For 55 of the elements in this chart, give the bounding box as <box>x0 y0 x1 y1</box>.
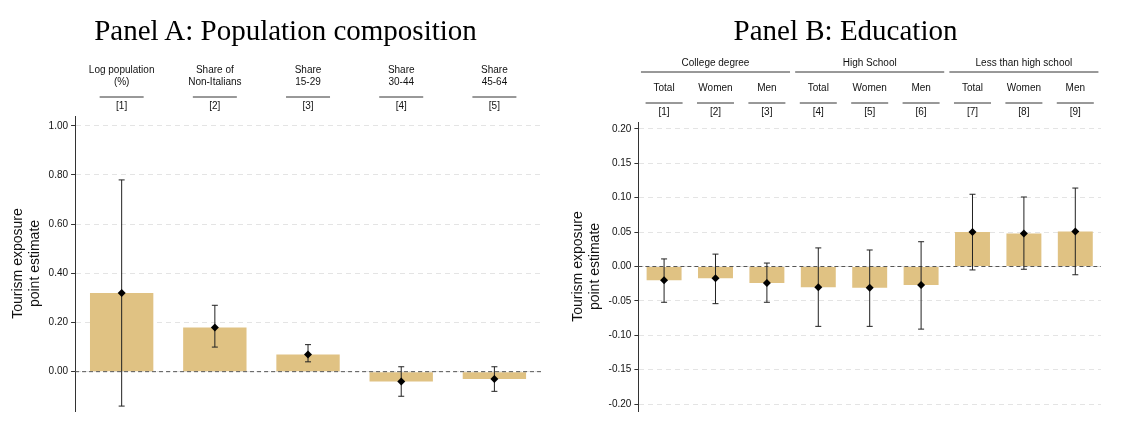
category-label: Men [6] <box>911 81 931 117</box>
point <box>762 279 771 288</box>
point <box>1071 227 1080 236</box>
y-tick-label: 0.15 <box>611 157 632 169</box>
y-tick-label: -0.10 <box>608 329 632 341</box>
y-tick-label: 0.40 <box>48 267 69 279</box>
point <box>814 283 823 292</box>
bar <box>462 372 527 380</box>
bar <box>183 327 247 372</box>
y-tick-label: 0.20 <box>48 316 69 328</box>
y-tick-label: 1.00 <box>48 119 69 131</box>
point <box>968 228 977 237</box>
y-tick-label: 0.05 <box>611 225 632 237</box>
point <box>1019 229 1028 238</box>
point <box>490 375 499 384</box>
point <box>660 276 669 285</box>
y-axis-title: Tourism exposure point estimate <box>9 208 43 319</box>
text: Less than high school <box>975 56 1073 68</box>
category-label: Share 30-44 [4] <box>387 63 415 111</box>
y-axis-title: Tourism exposure point estimate <box>569 211 603 322</box>
y-tick-label: 0.10 <box>611 191 632 203</box>
category-label: Men [9] <box>1065 81 1086 117</box>
point <box>397 377 406 386</box>
category-label: Women [5] <box>852 81 887 117</box>
category-label: Share 15-29 [3] <box>294 63 322 111</box>
y-tick-label: 0.00 <box>611 260 632 272</box>
y-tick-label: 0.20 <box>611 122 632 134</box>
point <box>865 283 874 292</box>
category-label: Log population (%) [1] <box>88 63 155 111</box>
category-label: Share 45-64 [5] <box>481 63 508 111</box>
chart-title: Panel B: Education <box>732 13 959 48</box>
category-label: Men [3] <box>757 81 777 117</box>
y-tick-label: -0.15 <box>608 363 632 375</box>
category-label: Women [8] <box>1006 81 1042 117</box>
y-tick-label: -0.05 <box>608 294 632 306</box>
text: College degree <box>681 56 750 68</box>
point <box>210 323 219 332</box>
point <box>917 281 926 290</box>
category-label: Women [2] <box>698 81 733 117</box>
bar <box>89 293 154 372</box>
y-tick-label: 0.60 <box>48 217 69 229</box>
point <box>711 274 720 283</box>
y-tick-label: 0.80 <box>48 168 69 180</box>
point <box>117 289 126 297</box>
category-label: Share of Non-Italians [2] <box>188 63 242 111</box>
point <box>304 350 313 359</box>
category-label: Total [7] <box>961 81 984 117</box>
y-tick-label: -0.20 <box>608 397 632 409</box>
category-label: Total [4] <box>807 81 829 117</box>
chart-title: Panel A: Population composition <box>93 13 478 48</box>
category-label: Total [1] <box>653 81 675 117</box>
text: High School <box>842 56 897 68</box>
bar <box>276 354 340 372</box>
bar <box>369 372 433 382</box>
y-tick-label: 0.00 <box>48 365 69 377</box>
